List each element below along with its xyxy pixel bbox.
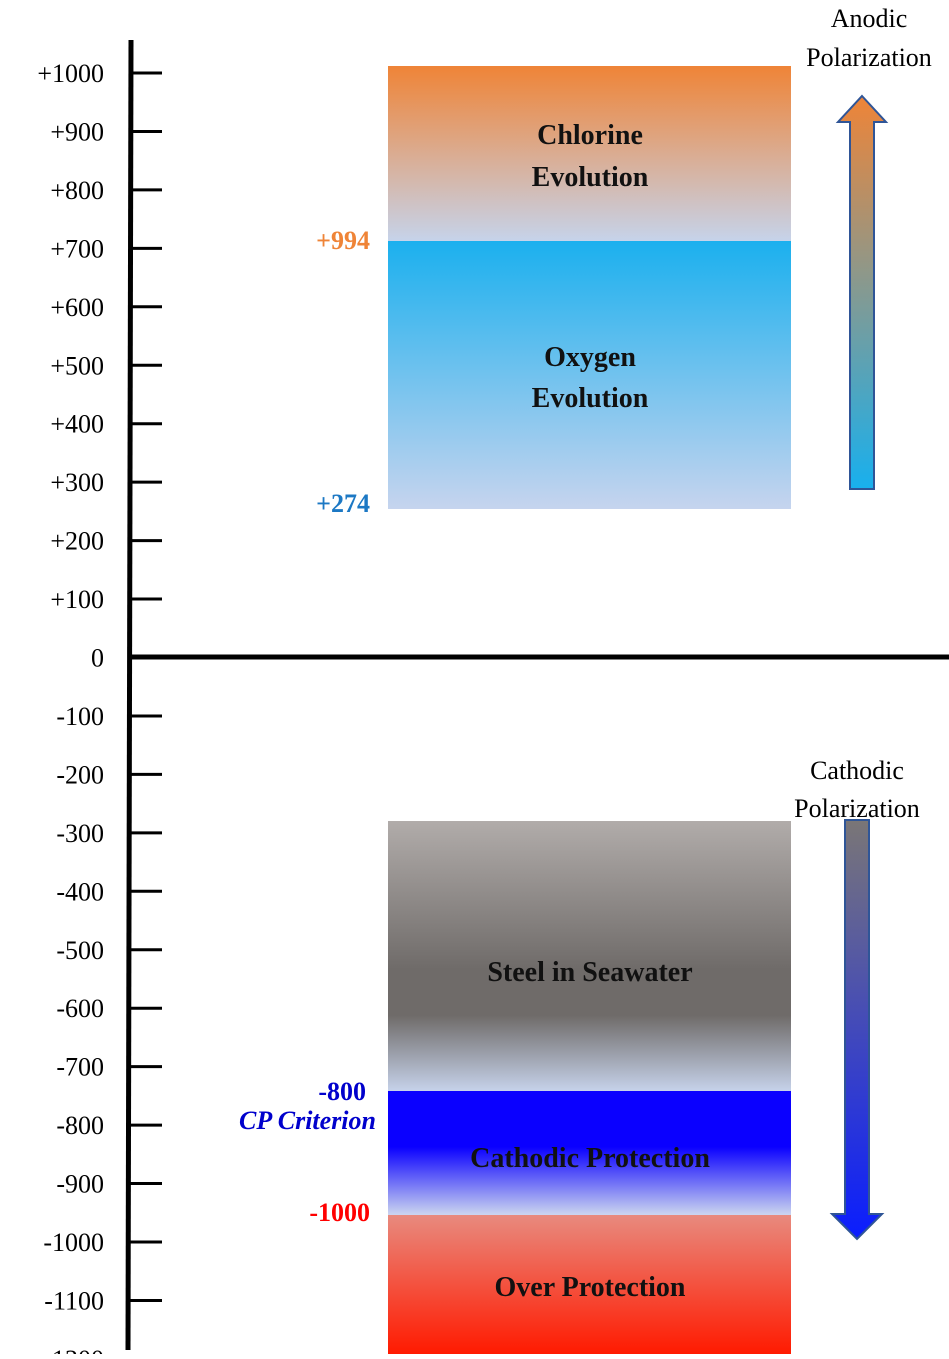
cathodic-label-line1: Cathodic — [810, 756, 904, 785]
chlorine-boundary-value: +994 — [316, 226, 370, 255]
axis-tick-label: +700 — [50, 234, 104, 263]
chlorine-label-line2: Evolution — [532, 162, 649, 193]
axis-tick-label: -100 — [56, 702, 104, 731]
axis-tick-label: +400 — [50, 410, 104, 439]
axis-tick-label: -1200 — [43, 1345, 104, 1354]
over-protection-label: Over Protection — [494, 1272, 685, 1303]
axis-tick-label: -700 — [56, 1053, 104, 1082]
anodic-polarization-arrow — [835, 94, 889, 490]
cathodic-polarization-arrow — [829, 819, 885, 1241]
chlorine-label-line1: Chlorine — [537, 120, 643, 151]
anodic-label-line1: Anodic — [831, 4, 908, 33]
anodic-label-line2: Polarization — [806, 43, 932, 72]
axis-tick-label: -600 — [56, 994, 104, 1023]
axis-tick-label: +200 — [50, 527, 104, 556]
axis-tick-label: +600 — [50, 293, 104, 322]
axis-tick-label: +100 — [50, 585, 104, 614]
oxygen-label-line1: Oxygen — [544, 342, 636, 373]
cathodic-protection-label: Cathodic Protection — [470, 1143, 710, 1174]
cp-criterion-label: CP Criterion — [239, 1106, 376, 1135]
axis-tick-label: +900 — [50, 117, 104, 146]
over-boundary-value: -1000 — [309, 1198, 370, 1227]
steel-label: Steel in Seawater — [487, 957, 692, 988]
cp-boundary-value: -800 — [318, 1077, 366, 1106]
oxygen-boundary-value: +274 — [316, 489, 370, 518]
axis-tick-label: +1000 — [37, 59, 104, 88]
axis-tick-label: -900 — [56, 1170, 104, 1199]
oxygen-evolution-zone — [388, 241, 791, 509]
axis-tick-label: +300 — [50, 468, 104, 497]
chlorine-evolution-zone — [388, 66, 791, 241]
axis-tick-label: -800 — [56, 1111, 104, 1140]
cathodic-label-line2: Polarization — [794, 794, 920, 823]
axis-tick-label: -300 — [56, 819, 104, 848]
axis-tick-label: +800 — [50, 176, 104, 205]
axis-tick-label: +500 — [50, 351, 104, 380]
axis-tick-label: -400 — [56, 877, 104, 906]
axis-tick-label: -500 — [56, 936, 104, 965]
cathodic-protection-zone — [388, 1091, 791, 1215]
axis-tick-label: -1100 — [44, 1286, 104, 1315]
axis-tick-label: -200 — [56, 760, 104, 789]
vertical-axis — [125, 39, 134, 1351]
steel-in-seawater-zone — [388, 821, 791, 1091]
oxygen-label-line2: Evolution — [532, 383, 649, 414]
axis-tick-label: 0 — [91, 644, 104, 673]
over-protection-zone — [388, 1215, 791, 1354]
axis-ticks: +1000+900+800+700+600+500+400+300+200+10… — [37, 59, 162, 1359]
axis-tick-label: -1000 — [43, 1228, 104, 1257]
